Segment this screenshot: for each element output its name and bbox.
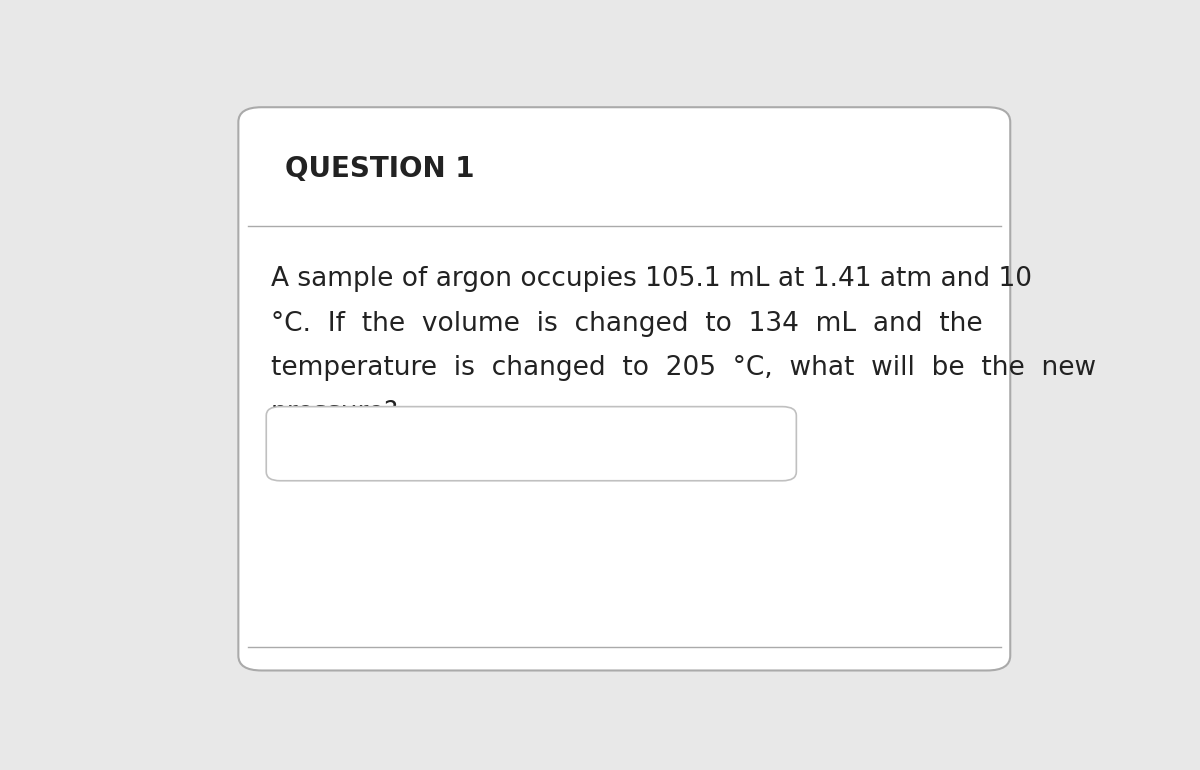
Text: QUESTION 1: QUESTION 1: [284, 156, 474, 183]
Text: °C.  If  the  volume  is  changed  to  134  mL  and  the: °C. If the volume is changed to 134 mL a…: [271, 310, 983, 336]
Text: pressure?: pressure?: [271, 400, 398, 426]
Text: A sample of argon occupies 105.1 mL at 1.41 atm and 10: A sample of argon occupies 105.1 mL at 1…: [271, 266, 1032, 292]
FancyBboxPatch shape: [266, 407, 797, 480]
Text: temperature  is  changed  to  205  °C,  what  will  be  the  new: temperature is changed to 205 °C, what w…: [271, 355, 1096, 381]
FancyBboxPatch shape: [239, 107, 1010, 671]
